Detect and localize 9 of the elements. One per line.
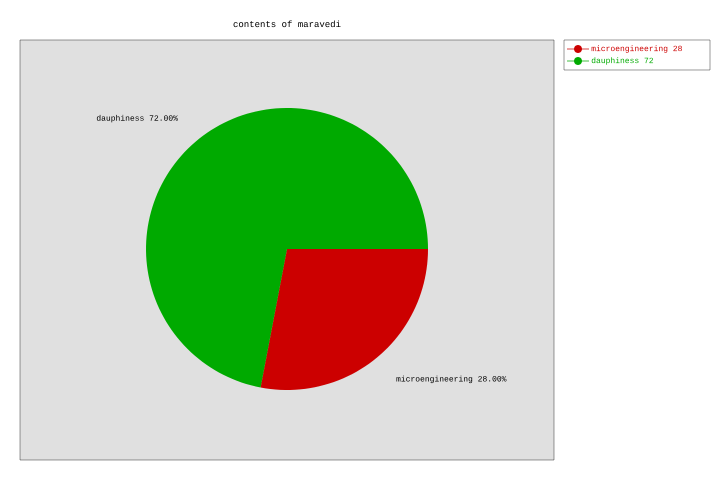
legend-label: dauphiness [592, 57, 639, 65]
slice-label: dauphiness [96, 114, 144, 122]
text: 28.00% [478, 376, 506, 382]
data-label: 72 [644, 58, 654, 64]
slice-label: microengineering [396, 376, 472, 384]
data-label: 28 [673, 46, 682, 52]
legend-label: microengineering [592, 45, 668, 53]
text: 72.00% [150, 115, 178, 121]
chart-title: contents of maravedi [234, 20, 341, 28]
